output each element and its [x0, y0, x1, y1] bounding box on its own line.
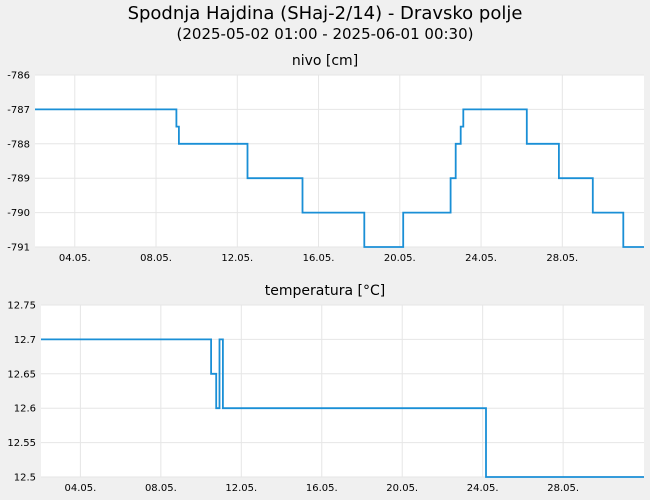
plot-area	[35, 75, 644, 247]
x-tick-label: 16.05.	[303, 253, 335, 264]
chart-panel-2: temperatura [°C] 12.75 12.7 12.65 12.6 12.55 1…	[7, 283, 644, 494]
y-tick-label: 12.75	[7, 301, 36, 312]
x-tick-label: 12.05.	[221, 253, 253, 264]
x-tick-label: 12.05.	[225, 483, 257, 494]
chart-subtitle: (2025-05-02 01:00 - 2025-06-01 00:30)	[176, 25, 474, 43]
x-tick-label: 28.05.	[546, 253, 578, 264]
chart-panel-1: nivo [cm] -786 -787 -788 -789 -790 -791 04.05. 0…	[7, 53, 644, 264]
y-tick-label: 12.55	[7, 438, 36, 449]
y-tick-label: 12.6	[14, 404, 36, 415]
x-tick-label: 24.05.	[467, 483, 499, 494]
y-tick-label: -787	[7, 105, 30, 116]
x-tick-label: 24.05.	[465, 253, 497, 264]
y-tick-label: -791	[7, 243, 30, 254]
x-tick-label: 04.05.	[59, 253, 91, 264]
y-tick-label: -788	[7, 139, 30, 150]
series-line-1	[35, 108, 644, 248]
x-tick-label: 08.05.	[145, 483, 177, 494]
series-line-1	[41, 338, 644, 478]
x-tick-label: 20.05.	[384, 253, 416, 264]
y-tick-label: -786	[7, 71, 30, 82]
y-tick-label: -790	[7, 208, 30, 219]
chart-title: Spodnja Hajdina (SHaj-2/14) - Dravsko po…	[127, 3, 523, 24]
panel-title: nivo [cm]	[292, 53, 358, 69]
x-tick-label: 20.05.	[386, 483, 418, 494]
x-tick-label: 16.05.	[306, 483, 338, 494]
x-tick-label: 04.05.	[64, 483, 96, 494]
x-tick-label: 08.05.	[140, 253, 172, 264]
y-tick-label: 12.5	[14, 473, 36, 484]
plot-area	[41, 305, 644, 477]
panel-title: temperatura [°C]	[265, 283, 385, 299]
x-tick-label: 28.05.	[547, 483, 579, 494]
y-tick-label: 12.7	[14, 335, 36, 346]
y-tick-label: 12.65	[7, 369, 36, 380]
y-tick-label: -789	[7, 174, 30, 185]
